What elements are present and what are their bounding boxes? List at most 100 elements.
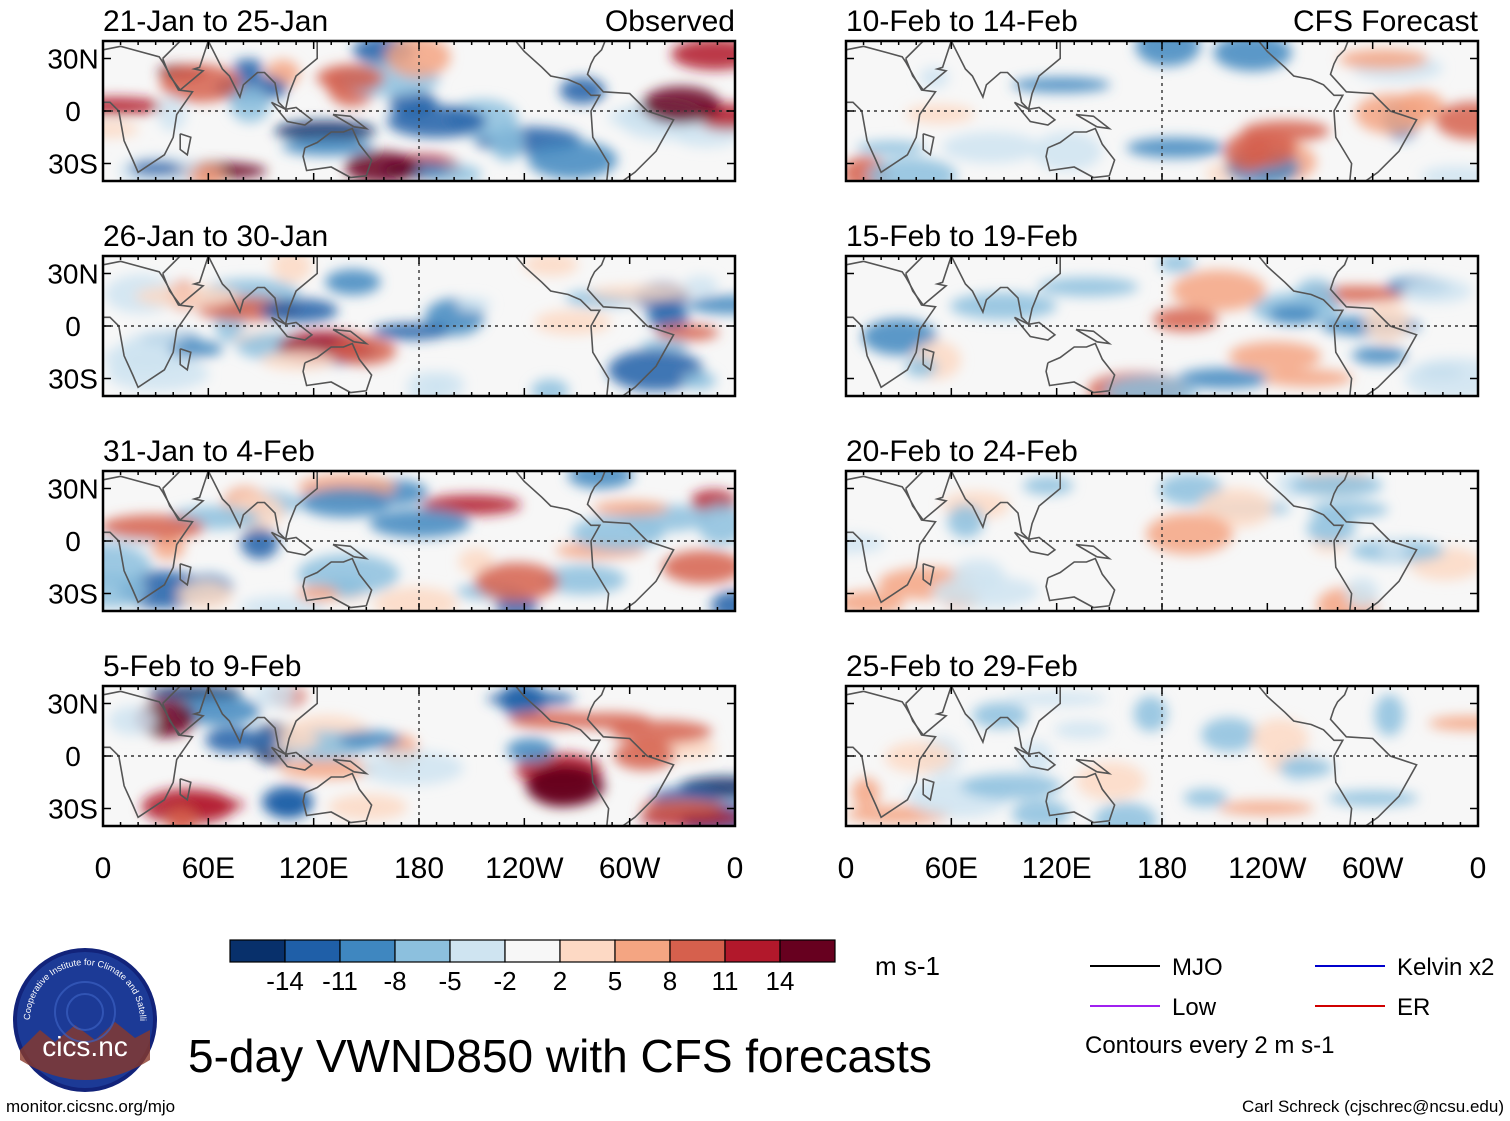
coastline (922, 778, 935, 802)
legend-label: ER (1397, 994, 1430, 1021)
anomaly-blob (157, 96, 187, 132)
coastline (846, 690, 937, 819)
anomaly-blob (108, 705, 157, 736)
anomaly-blob (1171, 270, 1266, 312)
anomaly-blob (567, 471, 634, 489)
x-tick-label: 60E (182, 852, 235, 885)
colorbar-units: m s-1 (875, 951, 940, 981)
coastline (1013, 531, 1057, 556)
colorbar-label: -11 (322, 966, 358, 996)
x-tick-label: 0 (838, 852, 855, 885)
anomaly-blob (369, 508, 471, 538)
coastline (179, 348, 192, 372)
coastlines (846, 256, 1418, 396)
anomaly-blob (1345, 577, 1379, 609)
colorbar-swatch (724, 939, 781, 963)
coastline (1075, 758, 1113, 775)
anomaly-blob (1076, 761, 1146, 801)
anomaly-blob (904, 357, 938, 377)
coastline (1075, 328, 1113, 345)
y-tick-label: 30N (47, 474, 98, 505)
anomaly-blob (1428, 715, 1478, 731)
colorbar-label: -8 (383, 966, 406, 996)
coastline (514, 471, 675, 611)
coastline (103, 260, 194, 389)
anomaly-blob (942, 131, 1041, 163)
legend-label: Low (1172, 994, 1217, 1021)
anomaly-blob (1217, 801, 1315, 816)
panel-source-label: Observed (605, 5, 735, 38)
coastline (1257, 686, 1418, 826)
anomaly-blob (316, 64, 385, 91)
anomaly-blob (559, 77, 606, 104)
coastline (332, 113, 370, 130)
coastline (846, 475, 937, 604)
legend: MJO Kelvin x2 Low ER (1090, 954, 1494, 1021)
colorbar-label: 8 (663, 966, 677, 996)
panel-title: 26-Jan to 30-Jan (103, 220, 328, 253)
anomaly-blob (261, 350, 335, 371)
anomaly-blob (250, 730, 281, 751)
colorbar-label: 14 (766, 966, 795, 996)
colorbar-label: -14 (266, 966, 304, 996)
coastline (1257, 256, 1418, 396)
colorbar-swatch (504, 939, 561, 963)
coastline (1257, 471, 1418, 611)
x-tick-label: 180 (394, 852, 444, 885)
panel-title: 10-Feb to 14-Feb (846, 5, 1078, 38)
y-tick-label: 0 (65, 311, 81, 342)
anomaly-blob (711, 590, 735, 611)
anomaly-blob (1201, 717, 1258, 752)
anomaly-blob (681, 371, 717, 390)
anomaly-blob (867, 157, 957, 181)
anomaly-blob (261, 785, 314, 818)
x-tick-label: 60E (925, 852, 978, 885)
coastline (332, 758, 370, 775)
anomaly-blob (458, 548, 494, 575)
anomaly-blob (272, 256, 312, 283)
anomaly-blob (1420, 165, 1478, 181)
panel-title: 5-Feb to 9-Feb (103, 650, 301, 683)
coastline (922, 563, 935, 587)
colorbar-label: 11 (712, 966, 739, 996)
y-tick-label: 30S (48, 579, 98, 610)
anomaly-blob (588, 285, 690, 300)
anomaly-blob (1019, 741, 1053, 774)
anomaly-field (846, 691, 1478, 826)
y-tick-label: 30N (47, 44, 98, 75)
anomaly-blob (972, 702, 1029, 729)
anomaly-blob (687, 295, 735, 315)
anomaly-blob (534, 309, 612, 335)
anomaly-blob (1374, 694, 1405, 737)
anomaly-blob (1146, 513, 1234, 555)
colorbar-swatch (614, 939, 671, 963)
anomaly-blob (176, 696, 261, 726)
anomaly-blob (647, 303, 689, 331)
anomaly-blob (1103, 375, 1198, 396)
y-tick-label: 30N (47, 259, 98, 290)
anomaly-blob (1135, 41, 1201, 67)
coastline (514, 686, 675, 826)
anomaly-blob (919, 66, 950, 89)
coastline (270, 746, 314, 771)
map-panel: 10-Feb to 14-Feb CFS Forecast (844, 5, 1480, 183)
anomaly-blob (474, 562, 560, 601)
anomaly-blob (103, 544, 152, 587)
anomaly-blob (884, 741, 953, 774)
anomaly-blob (103, 97, 164, 116)
anomaly-blob (1278, 758, 1333, 778)
coastline (1013, 101, 1057, 126)
anomaly-blob (1011, 77, 1111, 93)
anomaly-blob (1011, 799, 1070, 826)
coastline (302, 772, 373, 824)
anomaly-blob (528, 765, 595, 807)
colorbar-swatch (394, 939, 451, 963)
anomaly-blob (166, 806, 197, 826)
anomaly-blob (385, 41, 451, 78)
anomaly-blob (129, 160, 182, 176)
coastline (514, 41, 675, 181)
anomaly-blob (103, 343, 175, 373)
logo-text: cics.nc (42, 1031, 128, 1062)
x-tick-label: 120W (485, 852, 564, 885)
